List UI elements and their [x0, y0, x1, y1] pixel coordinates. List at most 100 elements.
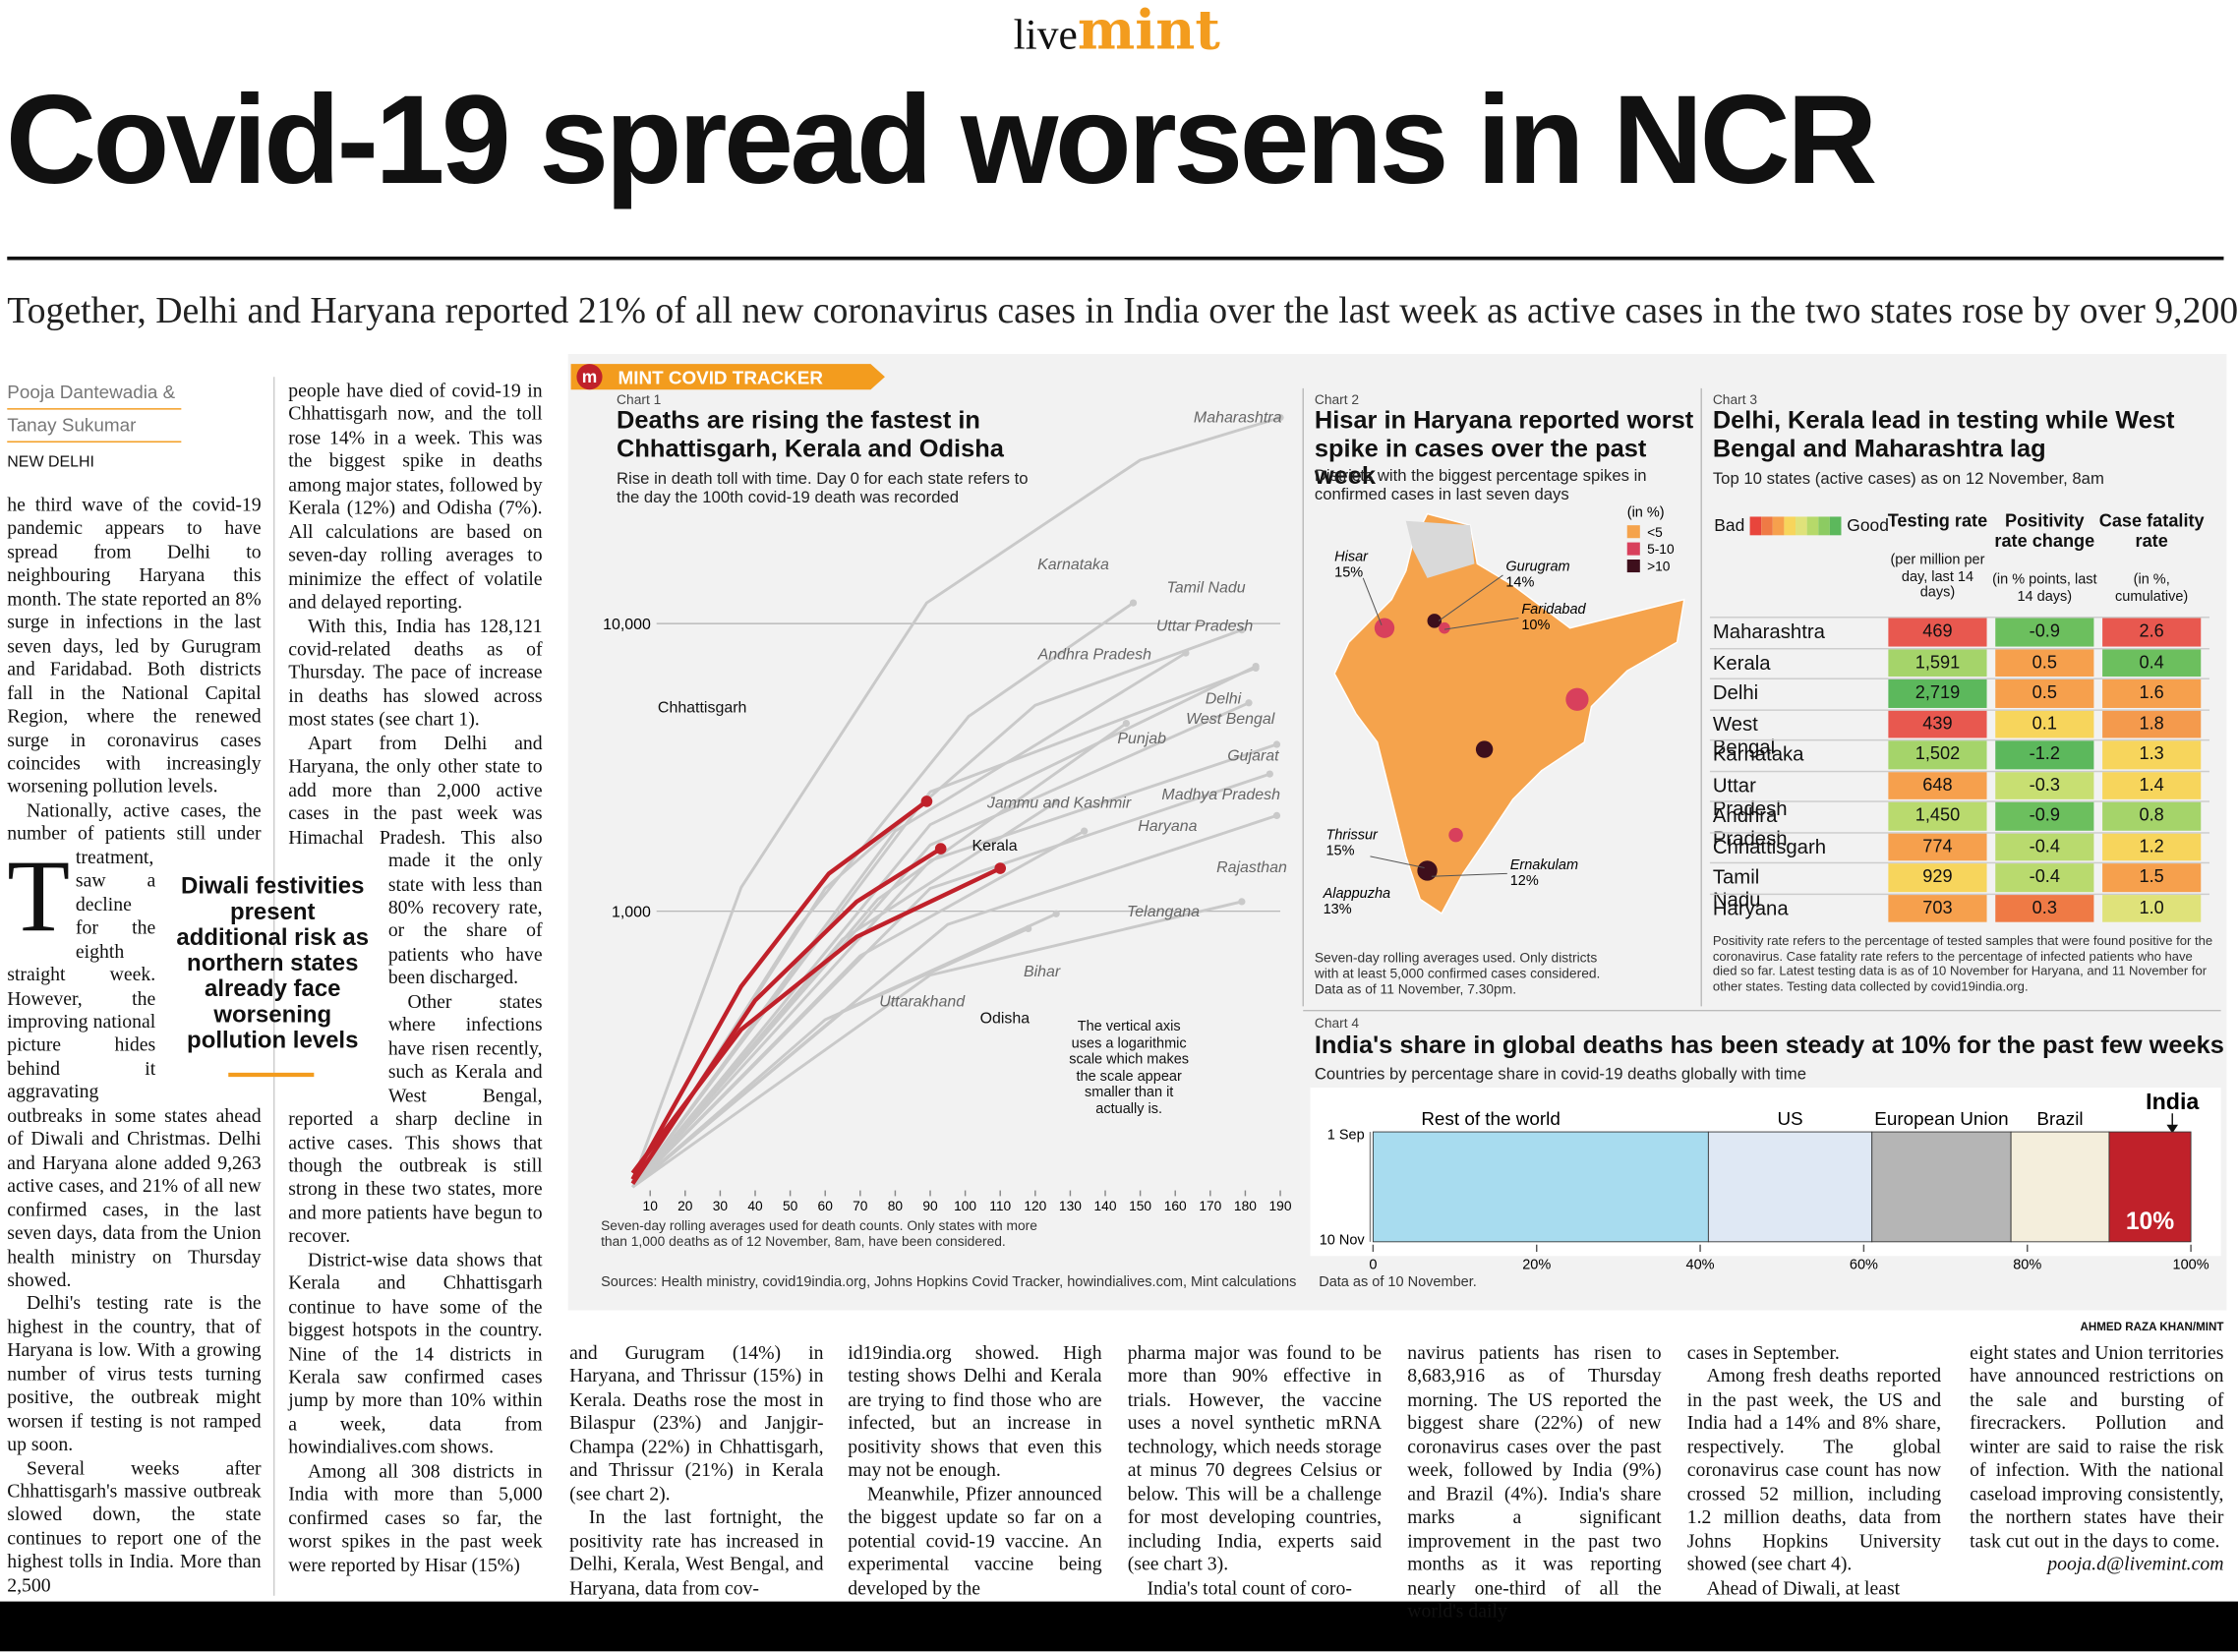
column: and Gurugram (14%) in Haryana, and Thris… [569, 1341, 823, 1600]
end-point [994, 862, 1007, 874]
table-cell: 1.4 [2102, 771, 2202, 799]
paragraph: Among all 308 districts in India with mo… [288, 1459, 543, 1575]
x-tick-label: 190 [1269, 1199, 1292, 1213]
series-line [630, 866, 1002, 1175]
series-line [631, 829, 1086, 1189]
district-name: Gurugram [1505, 560, 1569, 575]
leader [1362, 577, 1383, 625]
spacer [288, 853, 388, 1092]
table-cell: 0.1 [1995, 710, 2094, 738]
x-tick-label: 180 [1234, 1199, 1257, 1213]
dateline: NEW DELHI [7, 453, 94, 472]
column: pharma major was found to be more than 9… [1128, 1341, 1382, 1600]
x-tick-label: 70 [853, 1199, 868, 1213]
x-tick-label: 80 [888, 1199, 904, 1213]
value-label: 10% [2126, 1209, 2174, 1235]
drop-cap: T [7, 839, 71, 954]
byline: Pooja Dantewadia & Tanay Sukumar [7, 377, 182, 442]
row-rule [1709, 708, 2209, 711]
district-name: Faridabad [1521, 602, 1586, 618]
row-rule [1709, 617, 2209, 619]
table-cell: -0.9 [1995, 801, 2094, 831]
share-band [2010, 1131, 2110, 1243]
paragraph: District-wise data shows that Kerala and… [288, 1248, 543, 1458]
table-cell: 1.3 [2102, 740, 2202, 769]
tracker-icon-bg [576, 364, 603, 390]
end-point [1025, 924, 1032, 933]
column-unit: (in % points, last 14 days) [1992, 572, 2097, 605]
x-tick-label: 150 [1129, 1199, 1151, 1213]
end-point [934, 843, 947, 855]
series-label: Delhi [1206, 691, 1242, 708]
table-cell: 1,502 [1888, 740, 1987, 769]
series-label: Chhattisgarh [658, 699, 746, 716]
table-cell: 439 [1888, 710, 1987, 738]
paragraph: he third wave of the covid-19 pandemic a… [7, 494, 262, 797]
state-name: Haryana [1712, 895, 1789, 919]
column-title: Case fatality rate [2098, 510, 2205, 551]
x-tick-label: 90 [922, 1199, 938, 1213]
paragraph: people have died of covid-19 in Chhattis… [288, 380, 543, 613]
series-label: Kerala [972, 838, 1017, 855]
column: id19india.org showed. High testing shows… [848, 1341, 1101, 1600]
district-value: 15% [1325, 843, 1354, 858]
column: cases in September. Among fresh deaths re… [1687, 1341, 1941, 1600]
legend-label: >10 [1647, 560, 1671, 574]
hotspot [1475, 740, 1494, 758]
spacer [155, 853, 261, 1092]
x-tick-label: 160 [1164, 1199, 1187, 1213]
end-point [1122, 719, 1131, 728]
date-label: 10 Nov [1320, 1233, 1366, 1249]
column-unit: (in %, cumulative) [2115, 572, 2189, 605]
chart-kicker: Chart 3 [1712, 392, 1758, 409]
scale-swatch [1806, 516, 1819, 536]
leader [1431, 872, 1507, 877]
paragraph: Ahead of Diwali, at least [1706, 1576, 1901, 1599]
legend-swatch [1626, 542, 1640, 556]
series-line [631, 800, 1057, 1189]
chart-kicker: Chart 4 [1314, 1016, 1360, 1032]
column-title: Testing rate [1887, 510, 1988, 531]
series-label: Uttarakhand [879, 993, 966, 1010]
tracker-banner [570, 364, 885, 390]
series-label: West Bengal [1186, 711, 1275, 728]
pull-quote: Diwali festivities present additional ri… [176, 873, 370, 1054]
tracker-label: MINT COVID TRACKER [618, 367, 824, 387]
table-cell: 0.4 [2102, 648, 2202, 678]
column: eight states and Union territories have … [1970, 1341, 2223, 1576]
end-point [920, 796, 933, 807]
scale-swatch [1772, 516, 1785, 536]
india-arrow-head [2166, 1124, 2179, 1134]
headline: Covid-19 spread worsens in NCR [5, 68, 1878, 210]
series-line [630, 799, 928, 1181]
district-value: 13% [1324, 902, 1352, 917]
paragraph: Delhi's testing rate is the highest in t… [7, 1292, 262, 1455]
table-cell: -1.2 [1995, 740, 2094, 769]
chart-kicker: Chart 2 [1314, 392, 1360, 409]
x-tick-label: 50 [783, 1199, 798, 1213]
district-value: 12% [1510, 873, 1539, 889]
end-point [1052, 797, 1060, 806]
end-point [1129, 599, 1138, 607]
state-name: Chhattisgarh [1712, 834, 1827, 857]
chart-title: Delhi, Kerala lead in testing while West… [1712, 405, 2175, 462]
table-cell: 0.8 [2102, 801, 2202, 831]
series-label: Karnataka [1037, 557, 1109, 573]
table-cell: 1,450 [1888, 801, 1987, 831]
x-tick-label: 60 [818, 1199, 834, 1213]
hotspot [1448, 827, 1463, 843]
leader [1370, 856, 1425, 869]
series-label: Punjab [1117, 731, 1166, 747]
series-label: Gujarat [1227, 748, 1279, 765]
table-cell: 0.5 [1995, 678, 2094, 708]
state-name: Maharashtra [1712, 619, 1825, 643]
sources: Sources: Health ministry, covid19india.o… [601, 1274, 1297, 1291]
table-cell: 2,719 [1888, 678, 1987, 708]
end-point [1238, 625, 1246, 634]
table-cell: 1.0 [2102, 894, 2202, 922]
x-tick-label: 40% [1686, 1257, 1715, 1272]
series-label: Rest of the world [1421, 1108, 1561, 1129]
x-tick-label: 170 [1199, 1199, 1221, 1213]
table-cell: -0.4 [1995, 863, 2094, 892]
